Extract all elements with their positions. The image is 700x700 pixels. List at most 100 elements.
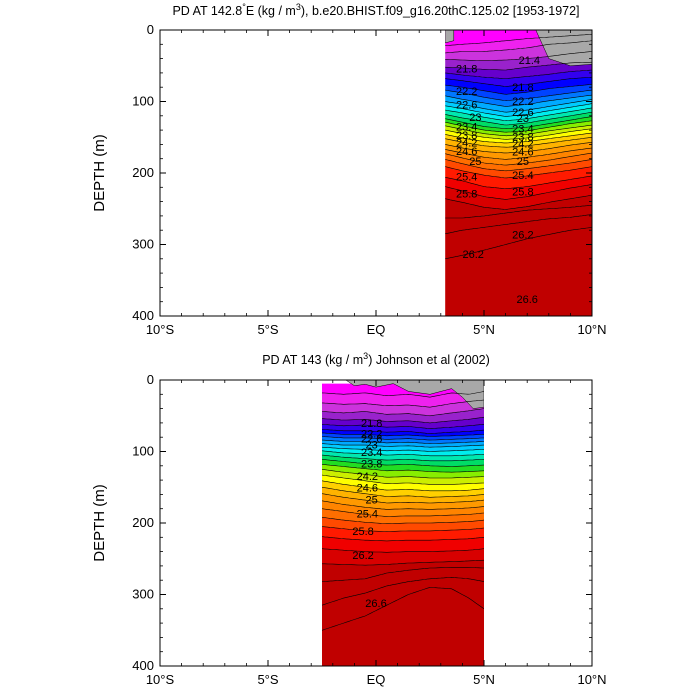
contour-band bbox=[445, 107, 592, 125]
contour-line bbox=[445, 94, 592, 107]
contour-band bbox=[322, 577, 484, 631]
contour-line bbox=[322, 536, 484, 542]
contour-label: 26.2 bbox=[352, 550, 373, 562]
contour-band bbox=[445, 184, 592, 210]
contour-band bbox=[322, 432, 484, 441]
contour-line bbox=[445, 204, 592, 219]
x-tick-label: 10°N bbox=[577, 322, 606, 337]
contour-line bbox=[445, 147, 592, 160]
missing-data-region bbox=[535, 30, 592, 67]
contour-line bbox=[445, 103, 592, 117]
contour-label: 21.8 bbox=[456, 64, 477, 76]
y-tick-label: 300 bbox=[132, 237, 154, 252]
y-axis-label: DEPTH (m) bbox=[91, 484, 108, 562]
contour-line bbox=[322, 493, 484, 504]
contour-line bbox=[322, 424, 484, 429]
contour-band bbox=[322, 391, 484, 408]
y-tick-label: 0 bbox=[147, 372, 154, 387]
contour-label: 25.4 bbox=[357, 509, 378, 521]
contour-label: 26.6 bbox=[516, 294, 537, 306]
contour-band bbox=[445, 112, 592, 129]
title-part: ), b.e20.BHIST.f09_g16.20thC.125.02 [195… bbox=[301, 4, 580, 18]
contour-label: 26.2 bbox=[512, 229, 533, 241]
contour-line bbox=[322, 517, 484, 525]
chart-title: PD AT 143 (kg / m3) Johnson et al (2002) bbox=[262, 351, 490, 367]
contour-line bbox=[445, 84, 592, 95]
y-tick-label: 400 bbox=[132, 308, 154, 323]
y-tick-label: 200 bbox=[132, 165, 154, 180]
contour-label: 22.6 bbox=[512, 107, 533, 119]
contour-label: 23 bbox=[366, 439, 378, 451]
contour-label: 25 bbox=[469, 156, 481, 168]
contour-line bbox=[322, 416, 484, 424]
y-axis-label: DEPTH (m) bbox=[91, 134, 108, 212]
y-tick-label: 100 bbox=[132, 444, 154, 459]
contour-band bbox=[445, 99, 592, 117]
contour-line bbox=[322, 436, 484, 441]
contour-band bbox=[445, 133, 592, 148]
contour-line bbox=[322, 487, 484, 498]
contour-label: 24.2 bbox=[357, 471, 378, 483]
contour-label: 25.4 bbox=[456, 172, 477, 184]
contour-band bbox=[445, 103, 592, 121]
x-tick-label: EQ bbox=[367, 322, 386, 337]
contour-band bbox=[445, 148, 592, 166]
contour-line bbox=[445, 51, 592, 61]
contour-line bbox=[445, 61, 592, 71]
contour-line bbox=[322, 408, 484, 417]
contour-line bbox=[445, 40, 592, 54]
contour-line bbox=[322, 474, 484, 485]
missing-data-region bbox=[445, 30, 455, 44]
contour-band bbox=[445, 159, 592, 178]
contour-label: 26.6 bbox=[365, 598, 386, 610]
contour-label: 22.2 bbox=[512, 96, 533, 108]
contour-band bbox=[322, 526, 484, 541]
contour-band bbox=[445, 128, 592, 143]
contour-line bbox=[322, 450, 484, 457]
contour-label: 25.8 bbox=[352, 526, 373, 538]
x-tick-label: 10°S bbox=[146, 672, 175, 687]
contour-band bbox=[445, 120, 592, 136]
x-tick-label: 10°N bbox=[577, 672, 606, 687]
contour-label: 25.8 bbox=[512, 187, 533, 199]
contour-label: 22.6 bbox=[361, 434, 382, 446]
x-tick-label: 5°N bbox=[473, 322, 495, 337]
contour-band bbox=[322, 548, 484, 566]
chart-title: PD AT 142.8°E (kg / m3), b.e20.BHIST.f09… bbox=[172, 2, 579, 18]
contour-label: 23.4 bbox=[512, 124, 533, 136]
contour-label: 21.8 bbox=[512, 82, 533, 94]
contour-band bbox=[445, 125, 592, 140]
missing-data-region bbox=[345, 380, 484, 409]
contour-band bbox=[445, 227, 592, 316]
contour-line bbox=[445, 116, 592, 129]
contour-line bbox=[445, 184, 592, 200]
contour-band bbox=[322, 517, 484, 532]
contour-line bbox=[445, 175, 592, 190]
contour-line bbox=[322, 508, 484, 517]
contour-line bbox=[322, 567, 484, 582]
title-part: E (kg / m bbox=[246, 4, 296, 18]
contour-label: 24.6 bbox=[512, 147, 533, 159]
contour-line bbox=[445, 120, 592, 133]
contour-line bbox=[322, 443, 484, 448]
contour-band bbox=[445, 142, 592, 160]
contour-band bbox=[445, 153, 592, 171]
contour-band bbox=[322, 587, 484, 666]
contour-line bbox=[445, 142, 592, 154]
contour-label: 23.4 bbox=[361, 447, 382, 459]
contour-line bbox=[445, 124, 592, 137]
title-superscript: 3 bbox=[363, 351, 368, 361]
contour-label: 23.8 bbox=[512, 132, 533, 144]
contour-label: 25 bbox=[366, 494, 378, 506]
contour-band bbox=[445, 214, 592, 259]
contour-label: 22.2 bbox=[456, 86, 477, 98]
contour-band bbox=[445, 195, 592, 218]
contour-line bbox=[445, 137, 592, 148]
contour-line bbox=[445, 227, 592, 260]
contour-label: 23.4 bbox=[456, 122, 477, 134]
y-tick-label: 300 bbox=[132, 587, 154, 602]
contour-label: 26.2 bbox=[462, 249, 483, 261]
